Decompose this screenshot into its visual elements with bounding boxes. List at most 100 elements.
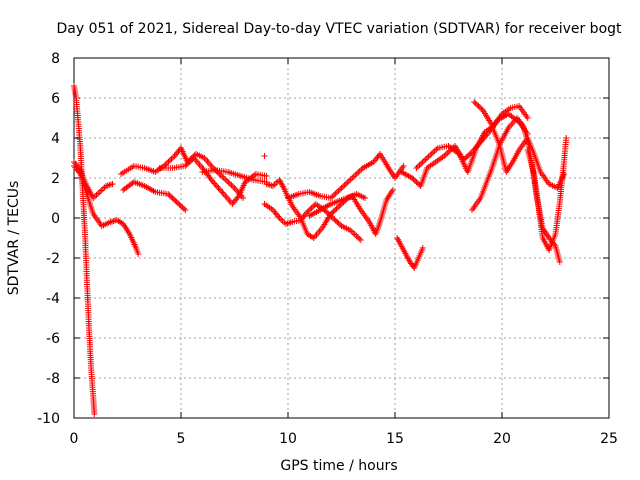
x-axis: 0 5 10 15 20 25 xyxy=(70,58,618,447)
y-tick-label: 0 xyxy=(51,211,60,227)
data-point xyxy=(353,170,360,177)
data-point xyxy=(109,181,116,187)
x-tick-label: 10 xyxy=(279,431,297,447)
data-point xyxy=(413,179,420,185)
data-point xyxy=(355,169,362,176)
data-point xyxy=(356,235,363,242)
data-point xyxy=(180,205,187,212)
data-point xyxy=(211,166,218,173)
series-spike xyxy=(71,83,98,417)
data-point xyxy=(165,191,172,197)
data-point xyxy=(474,101,480,108)
data-point xyxy=(261,153,268,159)
data-point xyxy=(332,217,339,224)
data-point xyxy=(428,150,435,157)
y-tick-label: -6 xyxy=(46,331,60,347)
y-tick-label: 2 xyxy=(51,171,60,187)
series-arc-k xyxy=(306,187,396,237)
y-tick-label: -8 xyxy=(46,371,60,387)
data-point xyxy=(182,163,189,169)
data-point xyxy=(338,185,345,191)
series-arc-g xyxy=(261,153,268,159)
data-point xyxy=(418,160,424,167)
y-tick-label: 6 xyxy=(51,91,60,107)
data-point xyxy=(212,182,219,188)
data-point xyxy=(419,245,426,251)
data-point xyxy=(478,105,485,112)
data-point xyxy=(219,189,226,196)
data-point xyxy=(350,173,357,180)
data-point xyxy=(332,190,339,197)
data-point xyxy=(182,207,189,213)
chart-title: Day 051 of 2021, Sidereal Day-to-day VTE… xyxy=(56,21,622,37)
data-point xyxy=(176,201,183,208)
data-point xyxy=(263,173,270,179)
x-axis-label: GPS time / hours xyxy=(280,458,397,474)
data-point xyxy=(466,151,473,158)
data-point xyxy=(331,216,338,223)
y-tick-label: -2 xyxy=(46,251,60,267)
data-point xyxy=(444,150,451,157)
series-arc-o xyxy=(471,99,568,191)
series-arc-l xyxy=(394,235,426,271)
data-point xyxy=(91,411,98,417)
y-tick-label: -4 xyxy=(46,291,60,307)
data-point xyxy=(173,199,180,205)
data-point xyxy=(333,189,340,196)
data-point xyxy=(223,177,230,184)
data-point xyxy=(307,206,314,213)
data-point xyxy=(471,99,478,105)
data-point xyxy=(337,201,344,208)
data-point xyxy=(409,175,416,181)
data-point xyxy=(226,180,233,187)
data-point xyxy=(563,135,570,141)
data-point xyxy=(430,149,437,156)
data-point xyxy=(178,203,184,209)
data-point xyxy=(240,195,247,201)
series-arc-d xyxy=(120,179,189,213)
plot-frame xyxy=(73,57,610,419)
data-point xyxy=(352,172,359,179)
data-point xyxy=(336,203,343,209)
data-point xyxy=(166,192,173,199)
series-arc-f xyxy=(199,167,270,185)
series-arc-p xyxy=(469,115,563,265)
data-point xyxy=(216,186,223,193)
data-point xyxy=(412,177,418,184)
data-point xyxy=(168,193,174,200)
series-arc-i xyxy=(261,201,364,243)
data-point xyxy=(337,221,344,228)
data-points xyxy=(71,83,570,417)
data-point xyxy=(362,195,368,201)
data-point xyxy=(467,150,474,157)
x-tick-label: 0 xyxy=(70,431,79,447)
grid xyxy=(74,58,609,418)
data-point xyxy=(472,100,479,107)
data-point xyxy=(334,219,341,225)
data-point xyxy=(419,159,426,166)
data-point xyxy=(167,157,173,164)
data-point xyxy=(328,213,335,220)
data-point xyxy=(357,237,364,243)
data-point xyxy=(170,196,177,203)
data-point xyxy=(475,103,482,109)
series-arc-e xyxy=(156,155,270,207)
data-point xyxy=(330,208,337,215)
data-point xyxy=(354,234,361,241)
x-tick-label: 15 xyxy=(386,431,404,447)
data-point xyxy=(464,153,471,159)
data-point xyxy=(343,180,350,187)
data-point xyxy=(327,212,334,219)
data-point xyxy=(325,211,332,217)
series-arc-j xyxy=(285,151,407,201)
series-arc-q xyxy=(524,135,570,253)
series-arc-b xyxy=(71,159,116,201)
data-point xyxy=(413,165,420,171)
data-point xyxy=(308,205,315,211)
x-tick-label: 5 xyxy=(177,431,186,447)
y-tick-label: 8 xyxy=(51,51,60,67)
data-point xyxy=(524,115,531,121)
data-point xyxy=(424,155,431,161)
x-tick-label: 20 xyxy=(493,431,511,447)
